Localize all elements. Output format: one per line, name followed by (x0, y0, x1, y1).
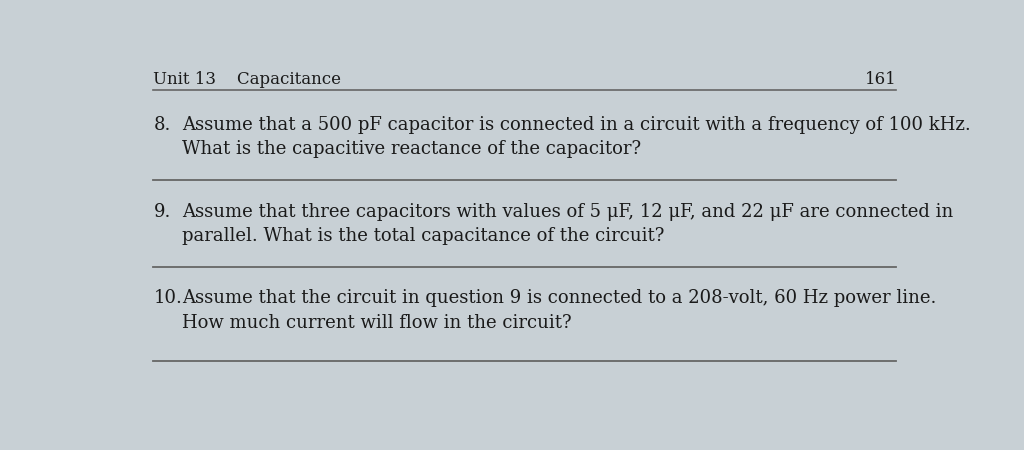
Text: parallel. What is the total capacitance of the circuit?: parallel. What is the total capacitance … (182, 227, 665, 245)
Text: How much current will flow in the circuit?: How much current will flow in the circui… (182, 314, 571, 332)
Text: 10.: 10. (154, 289, 182, 307)
Text: What is the capacitive reactance of the capacitor?: What is the capacitive reactance of the … (182, 140, 641, 158)
Text: Assume that a 500 pF capacitor is connected in a circuit with a frequency of 100: Assume that a 500 pF capacitor is connec… (182, 116, 971, 134)
Text: Assume that three capacitors with values of 5 μF, 12 μF, and 22 μF are connected: Assume that three capacitors with values… (182, 202, 953, 220)
Text: 9.: 9. (154, 202, 171, 220)
Text: 161: 161 (864, 72, 896, 89)
Text: Assume that the circuit in question 9 is connected to a 208-volt, 60 Hz power li: Assume that the circuit in question 9 is… (182, 289, 936, 307)
Text: 8.: 8. (154, 116, 171, 134)
Text: Unit 13    Capacitance: Unit 13 Capacitance (154, 72, 341, 89)
